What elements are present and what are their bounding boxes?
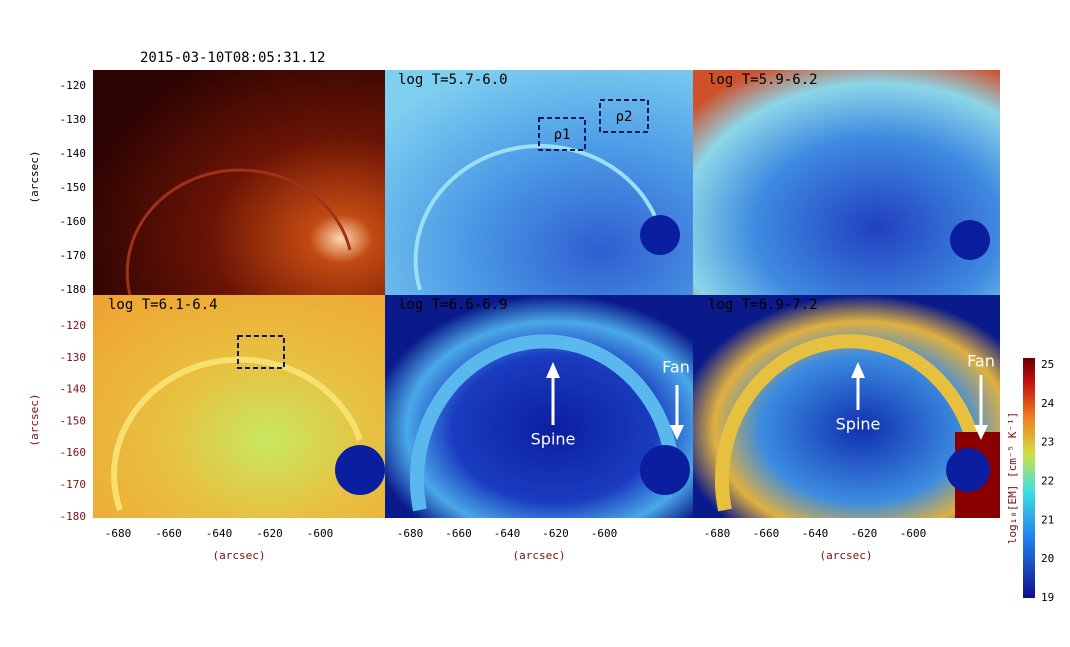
timestamp: 2015-03-10T08:05:31.12 <box>140 50 325 66</box>
panel-label: log T=5.7-6.0 <box>398 72 508 88</box>
panels <box>93 70 1035 598</box>
x-tick-label: -640 <box>494 527 521 540</box>
colorbar-tick-label: 23 <box>1041 436 1054 449</box>
y-tick-label: -150 <box>60 181 87 194</box>
y-axis-label: (arcsec) <box>28 151 41 204</box>
x-tick-label: -660 <box>445 527 472 540</box>
y-tick-label: -130 <box>60 351 87 364</box>
y-tick-label: -120 <box>60 319 87 332</box>
panel-label: log T=6.6-6.9 <box>398 297 508 313</box>
figure: 2015-03-10T08:05:31.12 log T=5.7-6.0 log… <box>0 0 1070 643</box>
image <box>93 70 385 295</box>
x-axis-label: (arcsec) <box>513 549 566 562</box>
y-tick-label: -120 <box>60 79 87 92</box>
box-label: ρ2 <box>616 109 633 125</box>
x-tick-label: -660 <box>753 527 780 540</box>
y-tick-label: -160 <box>60 215 87 228</box>
annotation: Spine <box>836 415 881 434</box>
x-tick-label: -680 <box>704 527 731 540</box>
spot <box>640 445 690 495</box>
y-tick-label: -180 <box>60 283 87 296</box>
panel-label: log T=5.9-6.2 <box>708 72 818 88</box>
spot <box>950 220 990 260</box>
y-tick-label: -140 <box>60 147 87 160</box>
colorbar-tick-label: 22 <box>1041 475 1054 488</box>
annotation: Spine <box>531 430 576 449</box>
y-tick-label: -140 <box>60 383 87 396</box>
x-tick-label: -620 <box>542 527 569 540</box>
colorbar-label: log₁₀[EM] [cm⁻⁵ K⁻¹] <box>1006 412 1019 544</box>
colorbar <box>1023 358 1035 598</box>
y-tick-label: -130 <box>60 113 87 126</box>
x-tick-label: -600 <box>900 527 927 540</box>
y-tick-label: -150 <box>60 414 87 427</box>
panel-label: log T=6.1-6.4 <box>108 297 218 313</box>
x-tick-label: -600 <box>591 527 618 540</box>
colorbar-tick-label: 21 <box>1041 513 1054 526</box>
spot <box>946 448 990 492</box>
x-tick-label: -660 <box>155 527 182 540</box>
x-tick-label: -680 <box>105 527 132 540</box>
x-tick-label: -620 <box>851 527 878 540</box>
colorbar-tick-label: 24 <box>1041 397 1055 410</box>
x-axis-label: (arcsec) <box>820 549 873 562</box>
y-tick-label: -170 <box>60 249 87 262</box>
image <box>693 70 1000 295</box>
colorbar-tick-label: 25 <box>1041 358 1054 371</box>
x-axis-label: (arcsec) <box>213 549 266 562</box>
spot <box>335 445 385 495</box>
y-axis-label: (arcsec) <box>28 394 41 447</box>
x-tick-label: -620 <box>256 527 283 540</box>
annotation: Fan <box>967 352 995 371</box>
y-tick-label: -180 <box>60 510 87 523</box>
annotation: Fan <box>662 358 690 377</box>
x-tick-label: -640 <box>802 527 829 540</box>
image <box>385 70 693 295</box>
y-tick-label: -160 <box>60 446 87 459</box>
x-tick-label: -600 <box>307 527 334 540</box>
box-label: ρ1 <box>554 127 571 143</box>
colorbar-tick-label: 19 <box>1041 591 1054 604</box>
x-tick-label: -640 <box>206 527 233 540</box>
panel-label: log T=6.9-7.2 <box>708 297 818 313</box>
colorbar-tick-label: 20 <box>1041 552 1054 565</box>
y-tick-label: -170 <box>60 478 87 491</box>
x-tick-label: -680 <box>397 527 424 540</box>
spot <box>640 215 680 255</box>
